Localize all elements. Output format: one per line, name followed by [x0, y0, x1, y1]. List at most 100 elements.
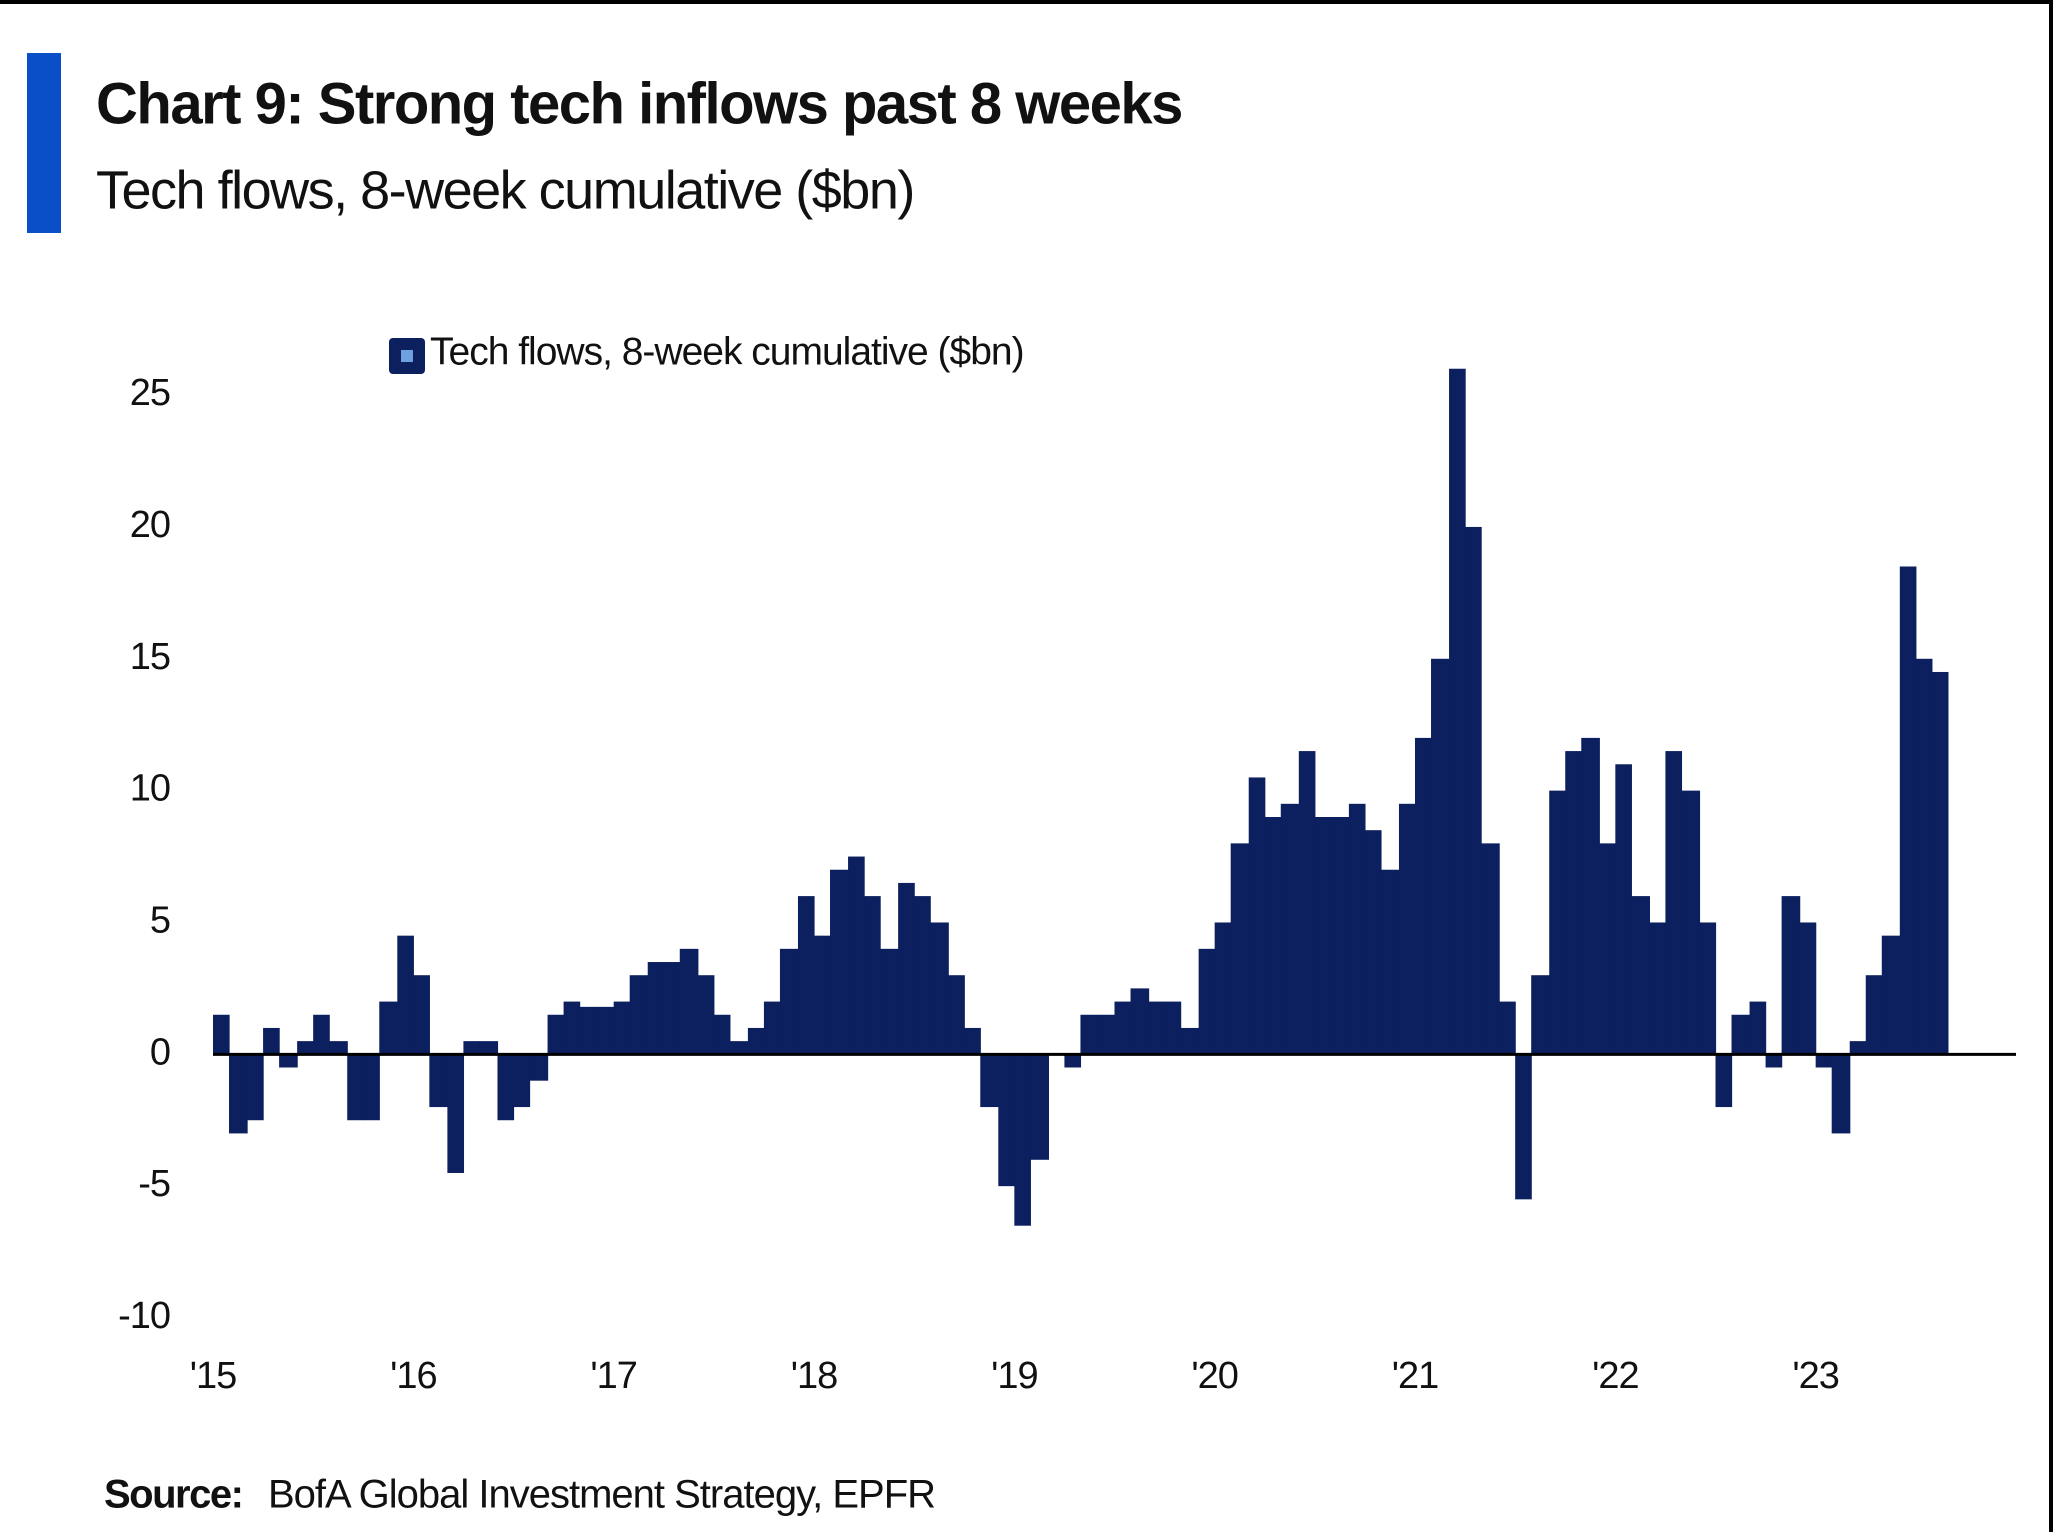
- bar: [413, 975, 430, 1055]
- bar: [229, 1054, 248, 1134]
- bar: [1881, 935, 1901, 1055]
- bar: [1549, 790, 1566, 1055]
- bar: [1931, 671, 1949, 1055]
- bar: [1665, 751, 1683, 1055]
- bar: [1915, 658, 1933, 1055]
- bar: [848, 856, 865, 1055]
- bar: [1749, 1001, 1767, 1055]
- bar: [497, 1054, 515, 1121]
- bar: [797, 896, 815, 1055]
- legend-swatch-inner: [401, 350, 413, 362]
- x-tick-label: '22: [1592, 1355, 1639, 1397]
- x-tick-label: '23: [1792, 1355, 1839, 1397]
- y-tick-label: 25: [130, 372, 170, 414]
- bar: [1765, 1054, 1783, 1068]
- top-border: [0, 0, 2053, 4]
- bar: [363, 1054, 380, 1121]
- legend-label: Tech flows, 8-week cumulative ($bn): [430, 330, 1024, 373]
- x-tick-label: '19: [991, 1355, 1038, 1397]
- bar: [1398, 803, 1416, 1055]
- bar: [347, 1054, 364, 1121]
- bar: [279, 1054, 298, 1068]
- bar: [1264, 817, 1282, 1055]
- bar: [1348, 803, 1366, 1055]
- chart-title: Chart 9: Strong tech inflows past 8 week…: [96, 71, 1182, 136]
- bar: [1230, 843, 1250, 1055]
- bar: [447, 1054, 465, 1173]
- bar: [1715, 1054, 1733, 1108]
- y-tick-label: 0: [150, 1031, 170, 1073]
- bar: [647, 962, 665, 1055]
- bar: [1198, 948, 1216, 1055]
- title-accent: [27, 53, 61, 233]
- bar: [1148, 1001, 1166, 1055]
- bar: [1064, 1054, 1082, 1068]
- bar: [1565, 751, 1582, 1055]
- bar: [213, 1014, 230, 1055]
- bar: [779, 948, 799, 1055]
- bar: [814, 935, 831, 1055]
- bar: [1599, 843, 1616, 1055]
- x-tick-label: '16: [390, 1355, 437, 1397]
- bar: [1431, 658, 1450, 1055]
- bar: [379, 1001, 398, 1055]
- bar: [313, 1014, 330, 1055]
- bar: [1030, 1054, 1049, 1160]
- x-tick-label: '20: [1191, 1355, 1238, 1397]
- source-text: BofA Global Investment Strategy, EPFR: [268, 1473, 935, 1517]
- bar: [547, 1014, 565, 1055]
- bar: [1781, 896, 1801, 1055]
- y-tick-label: 20: [130, 504, 170, 546]
- bar: [880, 948, 899, 1055]
- bar: [247, 1054, 264, 1121]
- bar: [1465, 526, 1482, 1055]
- chart-subtitle: Tech flows, 8-week cumulative ($bn): [96, 160, 914, 220]
- bar: [263, 1027, 280, 1055]
- bar: [998, 1054, 1015, 1187]
- y-tick-label: 15: [130, 636, 170, 678]
- x-tick-label: '15: [190, 1355, 237, 1397]
- bar: [1531, 975, 1550, 1055]
- x-tick-label: '17: [590, 1355, 637, 1397]
- bar: [297, 1041, 314, 1055]
- bar: [1314, 817, 1332, 1055]
- bar: [1098, 1014, 1116, 1055]
- bar: [1180, 1027, 1200, 1055]
- bar: [1515, 1054, 1532, 1200]
- bar: [1581, 737, 1600, 1055]
- bar: [914, 896, 931, 1055]
- bar: [479, 1041, 499, 1055]
- bar: [1330, 817, 1350, 1055]
- bar: [1114, 1001, 1132, 1055]
- y-tick-label: 5: [150, 900, 170, 942]
- bar: [579, 1006, 599, 1055]
- bar: [1649, 922, 1667, 1055]
- bar: [463, 1041, 481, 1055]
- bar: [980, 1054, 999, 1108]
- bar: [1481, 843, 1500, 1055]
- bar: [1699, 922, 1717, 1055]
- bar: [1415, 737, 1432, 1055]
- bar: [1865, 975, 1883, 1055]
- bar: [1831, 1054, 1851, 1134]
- bar: [864, 896, 881, 1055]
- bar: [1014, 1054, 1031, 1226]
- bar: [1615, 764, 1632, 1055]
- bar: [1164, 1001, 1182, 1055]
- bar: [1248, 777, 1266, 1055]
- bar: [1080, 1014, 1100, 1055]
- bar: [1815, 1054, 1833, 1068]
- bar: [830, 869, 849, 1055]
- bar: [1130, 988, 1150, 1055]
- bar: [898, 882, 915, 1055]
- bar: [763, 1001, 781, 1055]
- bar: [563, 1001, 581, 1055]
- bar: [747, 1027, 765, 1055]
- y-tick-label: -10: [118, 1295, 170, 1337]
- bar: [1631, 896, 1650, 1055]
- bar: [930, 922, 949, 1055]
- bar: [948, 975, 965, 1055]
- bar: [1731, 1014, 1751, 1055]
